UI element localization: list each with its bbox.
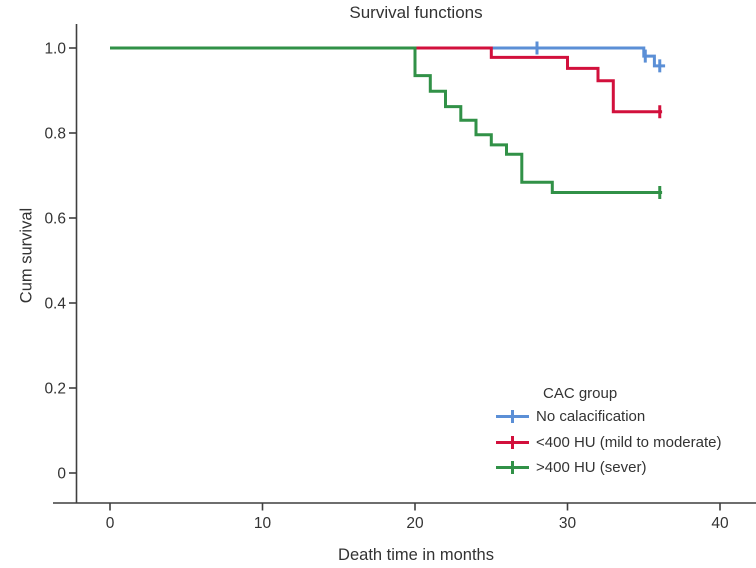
y-tick-label: 0.8	[44, 126, 66, 143]
legend-title: CAC group	[543, 385, 618, 402]
censor-tick-sample	[511, 461, 514, 475]
legend-item-mild-to-moderate: <400 HU (mild to moderate)	[496, 430, 722, 456]
legend-item-severe: >400 HU (sever)	[496, 455, 722, 481]
legend: CAC group No calacification <400 HU (mil…	[496, 383, 722, 481]
chart-title: Survival functions	[349, 3, 483, 22]
x-tick-label: 0	[106, 515, 115, 532]
green-censored-line-icon	[496, 460, 529, 475]
y-tick-label: 0	[57, 466, 66, 483]
legend-label: No calacification	[536, 408, 646, 426]
x-tick-label: 10	[254, 515, 272, 532]
x-axis-title: Death time in months	[338, 546, 494, 564]
x-tick-label: 20	[406, 515, 424, 532]
censor-tick-sample	[511, 435, 514, 449]
y-tick-label: 1.0	[44, 41, 66, 58]
x-tick-label: 40	[711, 515, 729, 532]
legend-item-no-calcification: No calacification	[496, 404, 722, 430]
y-tick-label: 0.6	[44, 211, 66, 228]
series-line-2	[110, 46, 663, 194]
series-line-1	[110, 46, 663, 114]
y-tick-label: 0.4	[44, 296, 66, 313]
x-tick-label: 30	[559, 515, 577, 532]
series-line-0	[110, 46, 666, 68]
y-axis-title: Cum survival	[17, 207, 36, 304]
censor-tick-sample	[511, 410, 514, 424]
red-censored-line-icon	[496, 435, 529, 450]
y-tick-label: 0.2	[44, 381, 66, 398]
legend-label: >400 HU (sever)	[536, 459, 647, 477]
blue-censored-line-icon	[496, 409, 529, 424]
legend-label: <400 HU (mild to moderate)	[536, 433, 722, 451]
